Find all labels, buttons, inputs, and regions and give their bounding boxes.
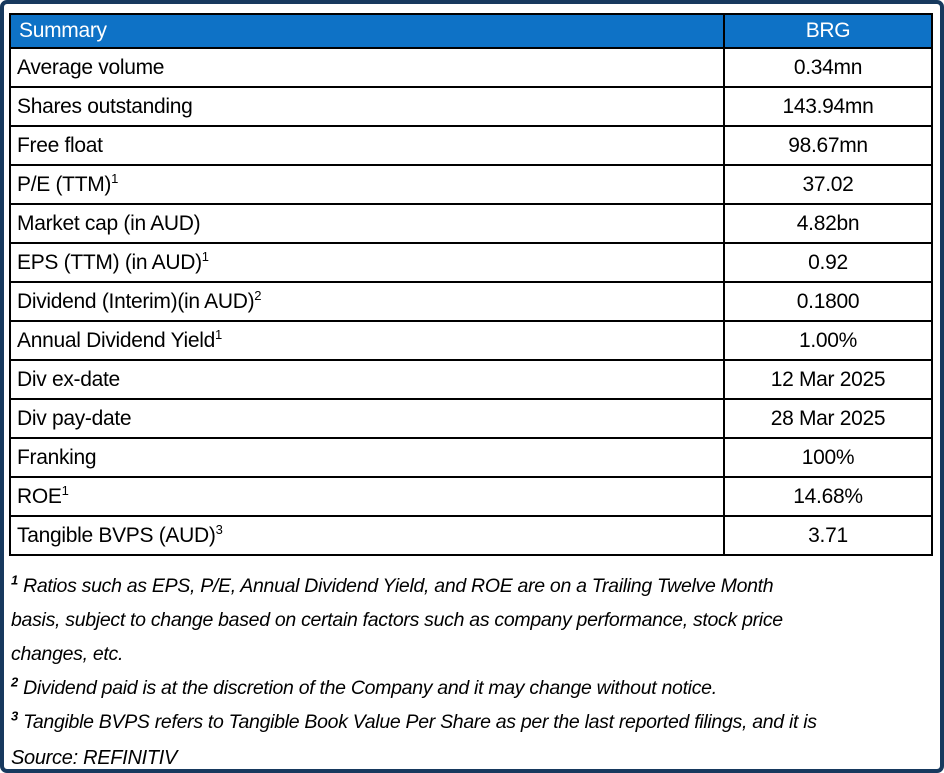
row-label: Average volume xyxy=(9,47,725,88)
row-label-text: Shares outstanding xyxy=(17,94,193,118)
footnote-ref: 2 xyxy=(254,287,262,303)
row-label-text: EPS (TTM) (in AUD) xyxy=(17,250,202,274)
table-row: Div ex-date 12 Mar 2025 xyxy=(9,359,933,400)
row-label: Franking xyxy=(9,437,725,478)
header-brg-cell: BRG xyxy=(723,13,933,49)
footnote-ref: 1 xyxy=(111,170,119,186)
row-label: ROE1 xyxy=(9,476,725,517)
row-value: 100% xyxy=(723,437,933,478)
row-label: Shares outstanding xyxy=(9,86,725,127)
footnote-ref: 3 xyxy=(215,521,223,537)
footnote-ref: 1 xyxy=(61,482,69,498)
row-label-text: Tangible BVPS (AUD) xyxy=(17,523,216,547)
row-value: 0.1800 xyxy=(723,281,933,322)
footnote-ref: 1 xyxy=(201,248,209,264)
footnote: 2 Dividend paid is at the discretion of … xyxy=(11,671,931,705)
header-summary-cell: Summary xyxy=(9,13,725,49)
row-label: Free float xyxy=(9,125,725,166)
row-label: Div pay-date xyxy=(9,398,725,439)
row-value: 0.92 xyxy=(723,242,933,283)
row-label-text: Annual Dividend Yield xyxy=(17,328,216,352)
row-label-text: P/E (TTM) xyxy=(17,172,112,196)
table-row: Div pay-date 28 Mar 2025 xyxy=(9,398,933,439)
row-label: Div ex-date xyxy=(9,359,725,400)
row-label: Tangible BVPS (AUD)3 xyxy=(9,515,725,556)
row-label: EPS (TTM) (in AUD)1 xyxy=(9,242,725,283)
row-value: 98.67mn xyxy=(723,125,933,166)
footnote-ref: 1 xyxy=(215,326,222,342)
table-row: Market cap (in AUD) 4.82bn xyxy=(9,203,933,244)
row-label: Dividend (Interim)(in AUD)2 xyxy=(9,281,725,322)
table-row: Dividend (Interim)(in AUD)2 0.1800 xyxy=(9,281,933,322)
row-value: 143.94mn xyxy=(723,86,933,127)
footnote-marker: 2 xyxy=(11,674,18,690)
row-label: P/E (TTM)1 xyxy=(9,164,725,205)
table-row: Free float 98.67mn xyxy=(9,125,933,166)
row-label-text: Div pay-date xyxy=(17,406,132,430)
table-row: Annual Dividend Yield1 1.00% xyxy=(9,320,933,361)
footnote-text: Ratios such as EPS, P/E, Annual Dividend… xyxy=(11,575,783,665)
table-row: Average volume 0.34mn xyxy=(9,47,933,88)
row-label-text: Div ex-date xyxy=(17,367,120,391)
footnote-marker: 1 xyxy=(11,572,18,588)
row-label-text: Average volume xyxy=(17,55,165,79)
footnotes-section: 1 Ratios such as EPS, P/E, Annual Divide… xyxy=(11,569,931,739)
footnote-text: Dividend paid is at the discretion of th… xyxy=(23,677,717,699)
row-label-text: ROE xyxy=(17,484,62,508)
row-label-text: Free float xyxy=(17,133,103,157)
row-value: 0.34mn xyxy=(723,47,933,88)
footnote: 1 Ratios such as EPS, P/E, Annual Divide… xyxy=(11,569,931,671)
summary-table-body: Average volume 0.34mn Shares outstanding… xyxy=(9,47,933,556)
table-row: Tangible BVPS (AUD)3 3.71 xyxy=(9,515,933,556)
row-value: 28 Mar 2025 xyxy=(723,398,933,439)
row-label-text: Dividend (Interim)(in AUD) xyxy=(17,289,255,313)
table-row: ROE1 14.68% xyxy=(9,476,933,517)
source-line: Source: REFINITIV xyxy=(11,747,178,769)
row-value: 37.02 xyxy=(723,164,933,205)
row-label-text: Market cap (in AUD) xyxy=(17,211,201,235)
row-value: 1.00% xyxy=(723,320,933,361)
footnote-marker: 3 xyxy=(11,708,18,724)
row-value: 12 Mar 2025 xyxy=(723,359,933,400)
row-value: 3.71 xyxy=(723,515,933,556)
table-header-row: Summary BRG xyxy=(9,13,933,49)
row-value: 14.68% xyxy=(723,476,933,517)
row-label-text: Franking xyxy=(17,445,97,469)
footnote-text: Tangible BVPS refers to Tangible Book Va… xyxy=(23,711,817,733)
table-row: Franking 100% xyxy=(9,437,933,478)
summary-table: Summary BRG Average volume 0.34mn Shares… xyxy=(9,13,933,556)
table-row: P/E (TTM)1 37.02 xyxy=(9,164,933,205)
table-row: EPS (TTM) (in AUD)1 0.92 xyxy=(9,242,933,283)
row-label: Annual Dividend Yield1 xyxy=(9,320,725,361)
row-value: 4.82bn xyxy=(723,203,933,244)
table-row: Shares outstanding 143.94mn xyxy=(9,86,933,127)
footnote: 3 Tangible BVPS refers to Tangible Book … xyxy=(11,705,931,739)
row-label: Market cap (in AUD) xyxy=(9,203,725,244)
